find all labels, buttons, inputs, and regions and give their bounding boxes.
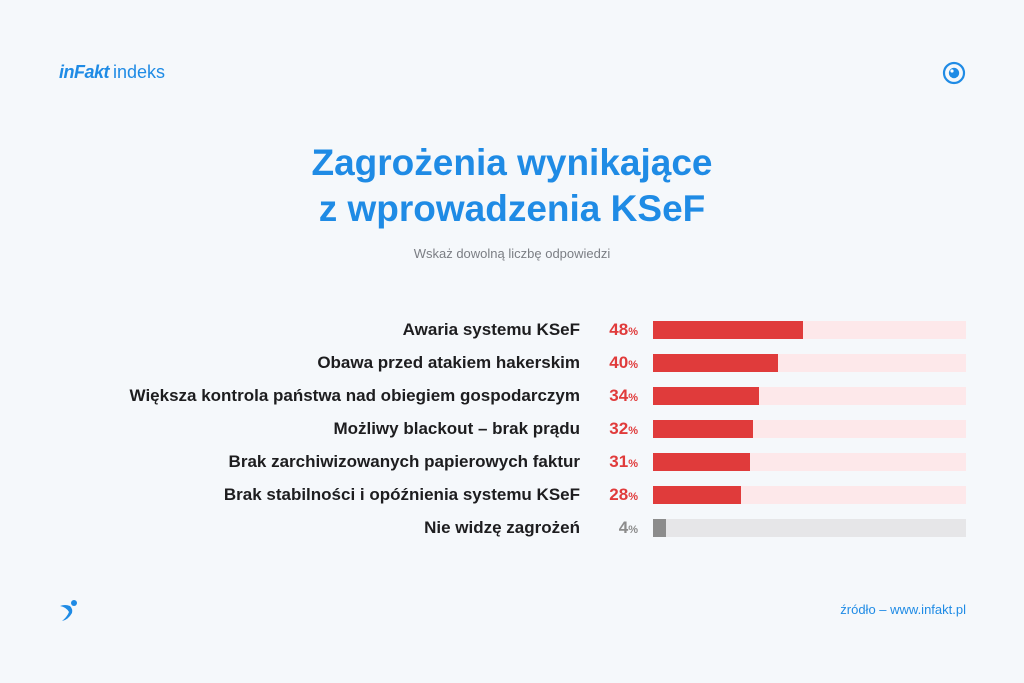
page-title: Zagrożenia wynikające z wprowadzenia KSe… (0, 140, 1024, 232)
bar-label: Awaria systemu KSeF (402, 320, 580, 339)
bar-value-label: 31% (609, 452, 638, 471)
title-line-2: z wprowadzenia KSeF (318, 188, 706, 229)
bar-value-label: 48% (609, 320, 638, 339)
bar-value-label: 32% (609, 419, 638, 438)
eye-icon (942, 61, 966, 85)
bar (653, 519, 666, 537)
bar-value-label: 28% (609, 485, 638, 504)
bar-label: Większa kontrola państwa nad obiegiem go… (129, 386, 580, 405)
brand-name: inFakt (59, 62, 110, 82)
bar-track (653, 321, 966, 339)
bar-track (653, 519, 966, 537)
bar-value-label: 34% (609, 386, 638, 405)
brand-product: indeks (113, 62, 166, 82)
bar-label: Brak stabilności i opóźnienia systemu KS… (223, 485, 580, 504)
bar-track (653, 420, 966, 438)
bar (653, 420, 753, 438)
bar (653, 321, 803, 339)
bar-track (653, 486, 966, 504)
bar-label: Możliwy blackout – brak prądu (333, 419, 580, 438)
bar (653, 354, 778, 372)
bar-value-label: 40% (609, 353, 638, 372)
bar-label: Nie widzę zagrożeń (424, 518, 580, 537)
bar (653, 387, 759, 405)
source-text: źródło – www.infakt.pl (840, 602, 966, 617)
bar-track (653, 453, 966, 471)
infakt-bird-icon (60, 600, 77, 621)
title-line-1: Zagrożenia wynikające (311, 142, 713, 183)
bar-value-label: 4% (618, 518, 638, 537)
subtitle: Wskaż dowolną liczbę odpowiedzi (413, 246, 611, 261)
bar-track (653, 354, 966, 372)
bar-label: Obawa przed atakiem hakerskim (317, 353, 580, 372)
bar-track (653, 387, 966, 405)
brand-logo: inFakt indeks (59, 62, 165, 83)
bar (653, 453, 750, 471)
bar-label: Brak zarchiwizowanych papierowych faktur (228, 452, 580, 471)
bar (653, 486, 741, 504)
